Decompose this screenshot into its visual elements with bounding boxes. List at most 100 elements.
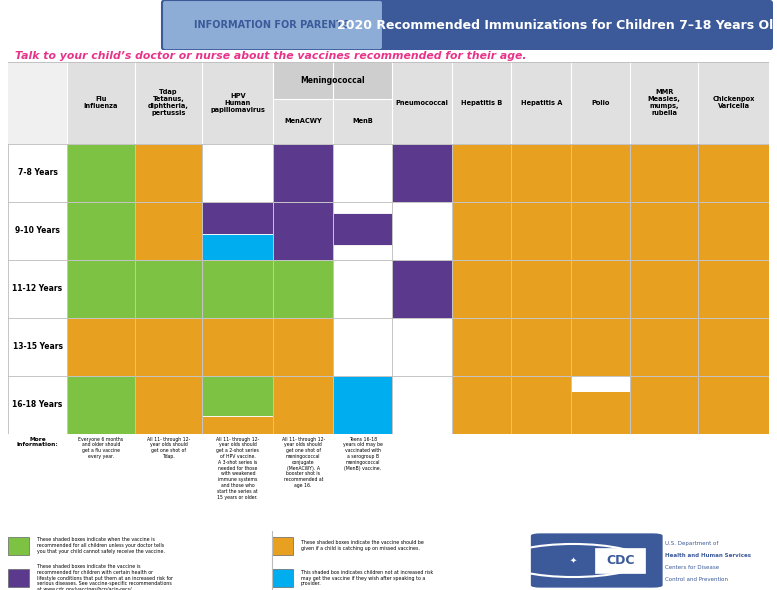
- Bar: [452, 376, 511, 434]
- Bar: [68, 260, 134, 317]
- Text: All 11- through 12-
year olds should
get one shot of
Tdap.: All 11- through 12- year olds should get…: [147, 437, 190, 459]
- Text: More
Information:: More Information:: [16, 437, 58, 447]
- FancyBboxPatch shape: [192, 0, 773, 50]
- Text: 2020 Recommended Immunizations for Children 7–18 Years Old: 2020 Recommended Immunizations for Child…: [337, 18, 777, 32]
- Bar: [698, 260, 769, 317]
- Bar: [274, 260, 333, 317]
- Bar: [202, 376, 274, 417]
- Bar: [134, 260, 202, 317]
- Text: Pneumococcal: Pneumococcal: [395, 100, 448, 106]
- Text: MenACWY: MenACWY: [284, 118, 322, 124]
- Text: U.S. Department of: U.S. Department of: [665, 542, 719, 546]
- Bar: [202, 317, 274, 376]
- Text: Flu
Influenza: Flu Influenza: [84, 96, 118, 109]
- Bar: [511, 317, 571, 376]
- Bar: [272, 569, 293, 587]
- Text: 16-18 Years: 16-18 Years: [12, 400, 63, 409]
- Bar: [134, 202, 202, 260]
- Bar: [274, 144, 333, 202]
- Text: 13-15 Years: 13-15 Years: [12, 342, 62, 351]
- Bar: [511, 144, 571, 202]
- Bar: [698, 317, 769, 376]
- Bar: [698, 376, 769, 434]
- Text: Teens 16-18
years old may be
vaccinated with
a serogroup B
meningococcal
(MenB) : Teens 16-18 years old may be vaccinated …: [343, 437, 382, 471]
- Bar: [8, 62, 68, 144]
- Text: All 11- through 12-
year olds should
get a 2-shot series
of HPV vaccine.
A 3-sho: All 11- through 12- year olds should get…: [216, 437, 260, 500]
- Text: 11-12 Years: 11-12 Years: [12, 284, 63, 293]
- Text: Everyone 6 months
and older should
get a flu vaccine
every year.: Everyone 6 months and older should get a…: [78, 437, 124, 459]
- Text: Hepatitis B: Hepatitis B: [461, 100, 502, 106]
- Bar: [571, 376, 630, 392]
- Text: This shaded box indicates children not at increased risk
may get the vaccine if : This shaded box indicates children not a…: [301, 570, 434, 586]
- Text: These shaded boxes indicate the vaccine should be
given if a child is catching u: These shaded boxes indicate the vaccine …: [301, 540, 424, 551]
- Bar: [68, 144, 134, 202]
- Bar: [274, 317, 333, 376]
- Bar: [571, 144, 630, 202]
- Bar: [630, 376, 698, 434]
- Bar: [452, 317, 511, 376]
- Bar: [452, 144, 511, 202]
- Bar: [511, 202, 571, 260]
- Bar: [202, 234, 274, 260]
- Bar: [8, 317, 769, 376]
- Bar: [630, 144, 698, 202]
- Bar: [202, 417, 274, 434]
- Bar: [134, 317, 202, 376]
- Bar: [571, 317, 630, 376]
- FancyBboxPatch shape: [162, 0, 383, 50]
- Bar: [68, 202, 134, 260]
- Text: MMR
Measles,
mumps,
rubella: MMR Measles, mumps, rubella: [648, 89, 681, 116]
- Bar: [571, 376, 630, 434]
- Bar: [68, 376, 134, 434]
- Text: All 11- through 12-
year olds should
get one shot of
meningococcal
conjugate
(Me: All 11- through 12- year olds should get…: [281, 437, 325, 488]
- Bar: [8, 537, 29, 555]
- Text: These shaded boxes indicate when the vaccine is
recommended for all children unl: These shaded boxes indicate when the vac…: [37, 537, 165, 554]
- Bar: [8, 202, 769, 260]
- Text: Control and Prevention: Control and Prevention: [665, 577, 728, 582]
- Text: MenB: MenB: [352, 118, 373, 124]
- Bar: [571, 202, 630, 260]
- FancyBboxPatch shape: [531, 533, 663, 588]
- Text: HPV
Human
papillomavirus: HPV Human papillomavirus: [211, 93, 265, 113]
- Text: Health and Human Services: Health and Human Services: [665, 553, 751, 558]
- Text: These shaded boxes indicate the vaccine is
recommended for children with certain: These shaded boxes indicate the vaccine …: [37, 564, 172, 590]
- Bar: [272, 537, 293, 555]
- Bar: [452, 202, 511, 260]
- Text: Centers for Disease: Centers for Disease: [665, 565, 720, 570]
- Bar: [8, 376, 769, 434]
- Bar: [630, 317, 698, 376]
- Bar: [8, 569, 29, 587]
- Bar: [68, 62, 769, 144]
- Text: Tdap
Tetanus,
diphtheria,
pertussis: Tdap Tetanus, diphtheria, pertussis: [148, 89, 189, 116]
- Bar: [392, 144, 452, 202]
- Bar: [698, 202, 769, 260]
- Bar: [134, 376, 202, 434]
- Text: Meningococcal: Meningococcal: [301, 76, 365, 85]
- Bar: [134, 144, 202, 202]
- Bar: [698, 144, 769, 202]
- Bar: [630, 202, 698, 260]
- Bar: [333, 214, 392, 245]
- Bar: [511, 376, 571, 434]
- Bar: [333, 376, 392, 434]
- Bar: [452, 260, 511, 317]
- Text: Talk to your child’s doctor or nurse about the vaccines recommended for their ag: Talk to your child’s doctor or nurse abo…: [16, 51, 527, 61]
- Bar: [274, 202, 333, 260]
- Bar: [202, 260, 274, 317]
- Bar: [511, 260, 571, 317]
- Bar: [8, 144, 769, 202]
- Bar: [630, 260, 698, 317]
- Bar: [274, 62, 392, 99]
- Text: Hepatitis A: Hepatitis A: [521, 100, 562, 106]
- Text: CDC: CDC: [606, 554, 635, 567]
- Bar: [595, 548, 645, 573]
- Text: Polio: Polio: [591, 100, 610, 106]
- Bar: [392, 260, 452, 317]
- Bar: [571, 260, 630, 317]
- Bar: [8, 260, 769, 317]
- Bar: [274, 376, 333, 434]
- Text: ✦: ✦: [570, 556, 577, 565]
- Bar: [202, 202, 274, 234]
- Text: INFORMATION FOR PARENTS: INFORMATION FOR PARENTS: [194, 20, 350, 30]
- Text: Chickenpox
Varicella: Chickenpox Varicella: [713, 96, 754, 109]
